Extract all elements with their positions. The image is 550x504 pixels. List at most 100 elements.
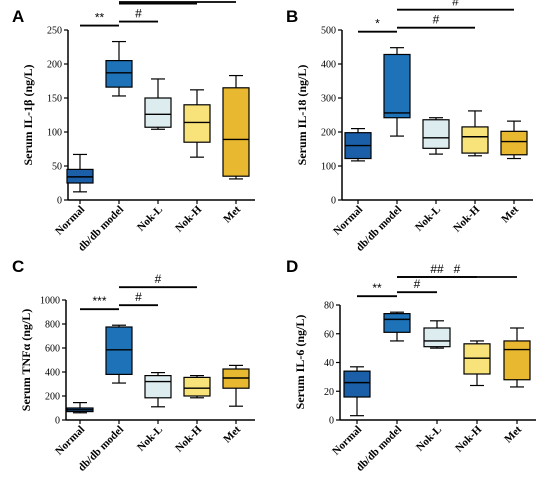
significance-label: # <box>155 272 162 286</box>
box-iqr <box>343 370 371 398</box>
box-met <box>222 74 250 180</box>
x-category-label: Normal <box>330 424 364 458</box>
y-tick-label: 0 <box>331 196 336 207</box>
box-iqr <box>500 130 528 156</box>
x-category-label: Met <box>221 423 243 445</box>
x-category-label: Nok-H <box>173 203 204 234</box>
y-tick-label: 0 <box>55 416 60 427</box>
y-tick-label: 400 <box>45 368 60 379</box>
x-category-label: Nok-L <box>135 424 165 454</box>
box-iqr <box>503 340 531 381</box>
panel-a: A Serum IL-1β (ng/L) 0 50 100 150 200 250 Normal… <box>12 0 255 254</box>
box-iqr <box>383 313 411 333</box>
y-tick-label: 500 <box>321 26 336 37</box>
y-tick-label: 20 <box>324 387 334 398</box>
panel-letter: C <box>12 257 24 276</box>
y-axis-label: Serum IL-6 (ng/L) <box>293 315 307 410</box>
panel-c: C Serum TNFα (ng/L) 0 200 400 600 800 1000 Norma… <box>12 257 255 474</box>
box-nok-l <box>423 320 451 349</box>
x-category-label: Nok-H <box>173 423 204 454</box>
box-nok-l <box>144 78 172 130</box>
y-tick-label: 100 <box>321 162 336 173</box>
x-category-label: Nok-L <box>135 204 165 234</box>
box-db-db-model <box>105 324 133 384</box>
box-nok-h <box>461 110 489 157</box>
box-iqr <box>461 126 489 154</box>
y-tick-label: 0 <box>57 196 62 207</box>
x-category-label: Nok-H <box>453 423 484 454</box>
panel-letter: B <box>286 7 298 26</box>
significance-label: # <box>174 0 181 1</box>
box-nok-l <box>144 372 172 408</box>
y-tick-label: 50 <box>52 162 62 173</box>
box-met <box>503 327 531 388</box>
x-category-label: Normal <box>53 424 87 458</box>
y-tick-label: 200 <box>321 128 336 139</box>
x-category-label: Nok-L <box>414 424 444 454</box>
x-category-label: Met <box>502 423 524 445</box>
box-normal <box>344 128 372 162</box>
x-category-label: Met <box>221 203 243 225</box>
box-iqr <box>105 326 133 376</box>
significance-label: ## <box>430 262 444 276</box>
significance-label: # <box>433 13 440 27</box>
y-tick-label: 150 <box>47 94 62 105</box>
significance-label: ** <box>95 11 105 25</box>
box-iqr <box>183 376 211 397</box>
box-db-db-model <box>105 40 133 97</box>
box-db-db-model <box>383 311 411 342</box>
significance-label: # <box>454 262 461 276</box>
y-tick-label: 600 <box>45 344 60 355</box>
significance-label: # <box>135 290 142 304</box>
x-category-label: Normal <box>331 204 365 238</box>
box-nok-l <box>422 117 450 155</box>
y-tick-label: 400 <box>321 60 336 71</box>
significance-label: # <box>452 0 459 9</box>
box-nok-h <box>463 340 491 387</box>
y-tick-label: 300 <box>321 94 336 105</box>
x-category-label: Normal <box>53 204 87 238</box>
box-nok-h <box>183 375 211 399</box>
y-tick-label: 200 <box>47 60 62 71</box>
box-db-db-model <box>383 47 411 137</box>
box-normal <box>343 366 371 417</box>
x-category-label: Met <box>499 203 521 225</box>
y-tick-label: 100 <box>47 128 62 139</box>
box-iqr <box>423 327 451 348</box>
significance-label: ** <box>372 281 382 295</box>
y-tick-label: 0 <box>329 416 334 427</box>
y-axis-label: Serum TNFα (ng/L) <box>19 309 33 411</box>
box-met <box>500 120 528 160</box>
box-iqr <box>183 104 211 143</box>
box-iqr <box>144 97 172 128</box>
box-iqr <box>383 53 411 119</box>
panel-letter: A <box>12 7 24 26</box>
x-category-label: Nok-L <box>413 204 443 234</box>
box-met <box>222 364 250 407</box>
y-axis-label: Serum IL-1β (ng/L) <box>21 65 35 166</box>
y-tick-label: 40 <box>324 358 334 369</box>
y-tick-label: 1000 <box>40 296 60 307</box>
y-axis-label: Serum IL-18 (ng/L) <box>295 65 309 166</box>
significance-label: # <box>135 7 142 21</box>
panel-b: B Serum IL-18 (ng/L) 0 100 200 300 400 500 Norma… <box>286 0 533 254</box>
x-category-label: Nok-H <box>451 203 482 234</box>
significance-label: *** <box>92 294 106 308</box>
significance-label: # <box>414 277 421 291</box>
box-nok-h <box>183 89 211 158</box>
box-iqr <box>422 119 450 149</box>
significance-label: * <box>375 17 380 31</box>
panel-letter: D <box>286 257 298 276</box>
y-tick-label: 80 <box>324 301 334 312</box>
y-tick-label: 60 <box>324 329 334 340</box>
box-iqr <box>144 375 172 399</box>
box-normal <box>66 402 94 414</box>
box-iqr <box>222 87 250 177</box>
y-tick-label: 250 <box>47 26 62 37</box>
y-tick-label: 800 <box>45 320 60 331</box>
y-tick-label: 200 <box>45 392 60 403</box>
box-normal <box>66 153 94 193</box>
box-iqr <box>463 343 491 375</box>
